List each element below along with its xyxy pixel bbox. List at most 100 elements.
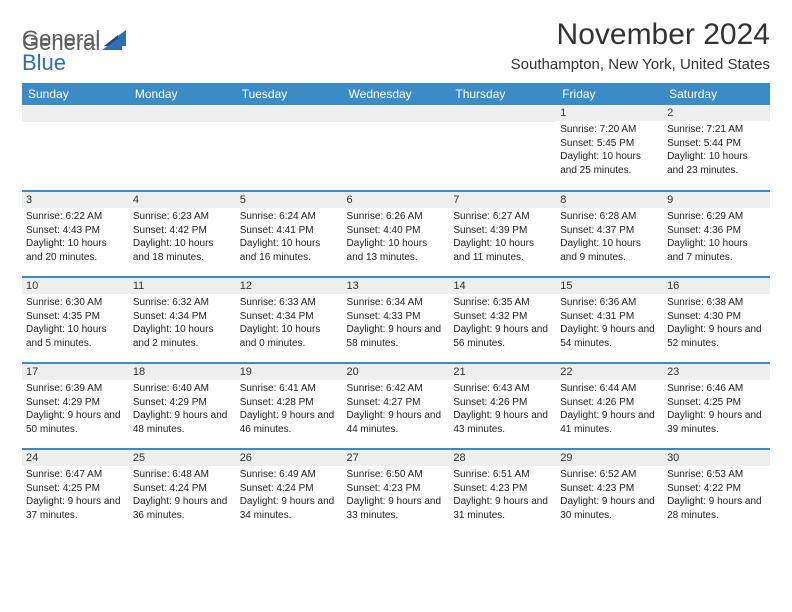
empty-daynum: [449, 105, 556, 122]
sunset-text: Sunset: 4:41 PM: [240, 224, 339, 238]
day-details: Sunrise: 7:20 AMSunset: 5:45 PMDaylight:…: [556, 121, 663, 181]
daylight-text: Daylight: 9 hours and 54 minutes.: [560, 323, 659, 350]
sunset-text: Sunset: 4:24 PM: [240, 482, 339, 496]
title-block: November 2024 Southampton, New York, Uni…: [511, 18, 770, 73]
day-number: 14: [449, 278, 556, 294]
calendar-day-cell: 20Sunrise: 6:42 AMSunset: 4:27 PMDayligh…: [343, 363, 450, 449]
daylight-text: Daylight: 10 hours and 25 minutes.: [560, 150, 659, 177]
day-details: Sunrise: 6:39 AMSunset: 4:29 PMDaylight:…: [22, 380, 129, 440]
sunrise-text: Sunrise: 6:46 AM: [667, 382, 766, 396]
calendar-day-cell: 30Sunrise: 6:53 AMSunset: 4:22 PMDayligh…: [663, 449, 770, 535]
weekday-header: Thursday: [449, 83, 556, 105]
daylight-text: Daylight: 10 hours and 13 minutes.: [347, 237, 446, 264]
day-number: 5: [236, 192, 343, 208]
logo-sail-icon: [102, 37, 122, 54]
daylight-text: Daylight: 10 hours and 9 minutes.: [560, 237, 659, 264]
sunset-text: Sunset: 4:34 PM: [133, 310, 232, 324]
day-details: Sunrise: 6:32 AMSunset: 4:34 PMDaylight:…: [129, 294, 236, 354]
sunrise-text: Sunrise: 6:30 AM: [26, 296, 125, 310]
daylight-text: Daylight: 9 hours and 56 minutes.: [453, 323, 552, 350]
day-details: Sunrise: 7:21 AMSunset: 5:44 PMDaylight:…: [663, 121, 770, 181]
daylight-text: Daylight: 10 hours and 11 minutes.: [453, 237, 552, 264]
calendar-week-row: 1Sunrise: 7:20 AMSunset: 5:45 PMDaylight…: [22, 105, 770, 191]
calendar-day-cell: 25Sunrise: 6:48 AMSunset: 4:24 PMDayligh…: [129, 449, 236, 535]
day-details: Sunrise: 6:22 AMSunset: 4:43 PMDaylight:…: [22, 208, 129, 268]
calendar-day-cell: 22Sunrise: 6:44 AMSunset: 4:26 PMDayligh…: [556, 363, 663, 449]
day-details: Sunrise: 6:47 AMSunset: 4:25 PMDaylight:…: [22, 466, 129, 526]
calendar-day-cell: 8Sunrise: 6:28 AMSunset: 4:37 PMDaylight…: [556, 191, 663, 277]
day-details: Sunrise: 6:53 AMSunset: 4:22 PMDaylight:…: [663, 466, 770, 526]
sunset-text: Sunset: 4:26 PM: [560, 396, 659, 410]
calendar-day-cell: 6Sunrise: 6:26 AMSunset: 4:40 PMDaylight…: [343, 191, 450, 277]
sunset-text: Sunset: 4:34 PM: [240, 310, 339, 324]
day-number: 24: [22, 450, 129, 466]
day-details: Sunrise: 6:28 AMSunset: 4:37 PMDaylight:…: [556, 208, 663, 268]
empty-daynum: [129, 105, 236, 122]
daylight-text: Daylight: 9 hours and 28 minutes.: [667, 495, 766, 522]
day-number: 20: [343, 364, 450, 380]
day-number: 18: [129, 364, 236, 380]
daylight-text: Daylight: 9 hours and 50 minutes.: [26, 409, 125, 436]
day-details: Sunrise: 6:30 AMSunset: 4:35 PMDaylight:…: [22, 294, 129, 354]
sunset-text: Sunset: 4:30 PM: [667, 310, 766, 324]
day-details: Sunrise: 6:46 AMSunset: 4:25 PMDaylight:…: [663, 380, 770, 440]
sunset-text: Sunset: 4:28 PM: [240, 396, 339, 410]
day-number: 26: [236, 450, 343, 466]
calendar-day-cell: 19Sunrise: 6:41 AMSunset: 4:28 PMDayligh…: [236, 363, 343, 449]
sunrise-text: Sunrise: 6:22 AM: [26, 210, 125, 224]
day-details: Sunrise: 6:44 AMSunset: 4:26 PMDaylight:…: [556, 380, 663, 440]
calendar-day-cell: [449, 105, 556, 191]
day-details: Sunrise: 6:24 AMSunset: 4:41 PMDaylight:…: [236, 208, 343, 268]
sunset-text: Sunset: 4:22 PM: [667, 482, 766, 496]
day-details: Sunrise: 6:41 AMSunset: 4:28 PMDaylight:…: [236, 380, 343, 440]
sunrise-text: Sunrise: 6:47 AM: [26, 468, 125, 482]
sunrise-text: Sunrise: 6:42 AM: [347, 382, 446, 396]
weekday-header: Tuesday: [236, 83, 343, 105]
day-details: Sunrise: 6:52 AMSunset: 4:23 PMDaylight:…: [556, 466, 663, 526]
day-details: Sunrise: 6:51 AMSunset: 4:23 PMDaylight:…: [449, 466, 556, 526]
sunrise-text: Sunrise: 6:48 AM: [133, 468, 232, 482]
header: General November 2024 Southampton, New Y…: [22, 18, 770, 73]
sunrise-text: Sunrise: 7:20 AM: [560, 123, 659, 137]
calendar-day-cell: 1Sunrise: 7:20 AMSunset: 5:45 PMDaylight…: [556, 105, 663, 191]
calendar-day-cell: 15Sunrise: 6:36 AMSunset: 4:31 PMDayligh…: [556, 277, 663, 363]
sunset-text: Sunset: 4:37 PM: [560, 224, 659, 238]
calendar-day-cell: 24Sunrise: 6:47 AMSunset: 4:25 PMDayligh…: [22, 449, 129, 535]
daylight-text: Daylight: 10 hours and 16 minutes.: [240, 237, 339, 264]
day-details: Sunrise: 6:36 AMSunset: 4:31 PMDaylight:…: [556, 294, 663, 354]
calendar-week-row: 24Sunrise: 6:47 AMSunset: 4:25 PMDayligh…: [22, 449, 770, 535]
day-number: 19: [236, 364, 343, 380]
daylight-text: Daylight: 10 hours and 5 minutes.: [26, 323, 125, 350]
sunset-text: Sunset: 5:45 PM: [560, 137, 659, 151]
calendar-day-cell: [343, 105, 450, 191]
calendar-page: General November 2024 Southampton, New Y…: [0, 0, 792, 553]
day-number: 21: [449, 364, 556, 380]
daylight-text: Daylight: 9 hours and 33 minutes.: [347, 495, 446, 522]
sunset-text: Sunset: 4:25 PM: [667, 396, 766, 410]
day-number: 22: [556, 364, 663, 380]
calendar-day-cell: 18Sunrise: 6:40 AMSunset: 4:29 PMDayligh…: [129, 363, 236, 449]
calendar-day-cell: [22, 105, 129, 191]
calendar-week-row: 17Sunrise: 6:39 AMSunset: 4:29 PMDayligh…: [22, 363, 770, 449]
day-number: 2: [663, 105, 770, 121]
daylight-text: Daylight: 9 hours and 43 minutes.: [453, 409, 552, 436]
logo-stack: General Blue: [22, 22, 122, 76]
sunset-text: Sunset: 4:23 PM: [347, 482, 446, 496]
calendar-day-cell: 16Sunrise: 6:38 AMSunset: 4:30 PMDayligh…: [663, 277, 770, 363]
sunrise-text: Sunrise: 6:23 AM: [133, 210, 232, 224]
calendar-body: 1Sunrise: 7:20 AMSunset: 5:45 PMDaylight…: [22, 105, 770, 535]
day-number: 11: [129, 278, 236, 294]
sunrise-text: Sunrise: 6:40 AM: [133, 382, 232, 396]
empty-daynum: [22, 105, 129, 122]
daylight-text: Daylight: 10 hours and 18 minutes.: [133, 237, 232, 264]
empty-daynum: [236, 105, 343, 122]
sunset-text: Sunset: 5:44 PM: [667, 137, 766, 151]
day-details: Sunrise: 6:49 AMSunset: 4:24 PMDaylight:…: [236, 466, 343, 526]
empty-daynum: [343, 105, 450, 122]
day-details: Sunrise: 6:23 AMSunset: 4:42 PMDaylight:…: [129, 208, 236, 268]
day-number: 9: [663, 192, 770, 208]
day-number: 4: [129, 192, 236, 208]
sunset-text: Sunset: 4:36 PM: [667, 224, 766, 238]
day-number: 17: [22, 364, 129, 380]
day-number: 16: [663, 278, 770, 294]
